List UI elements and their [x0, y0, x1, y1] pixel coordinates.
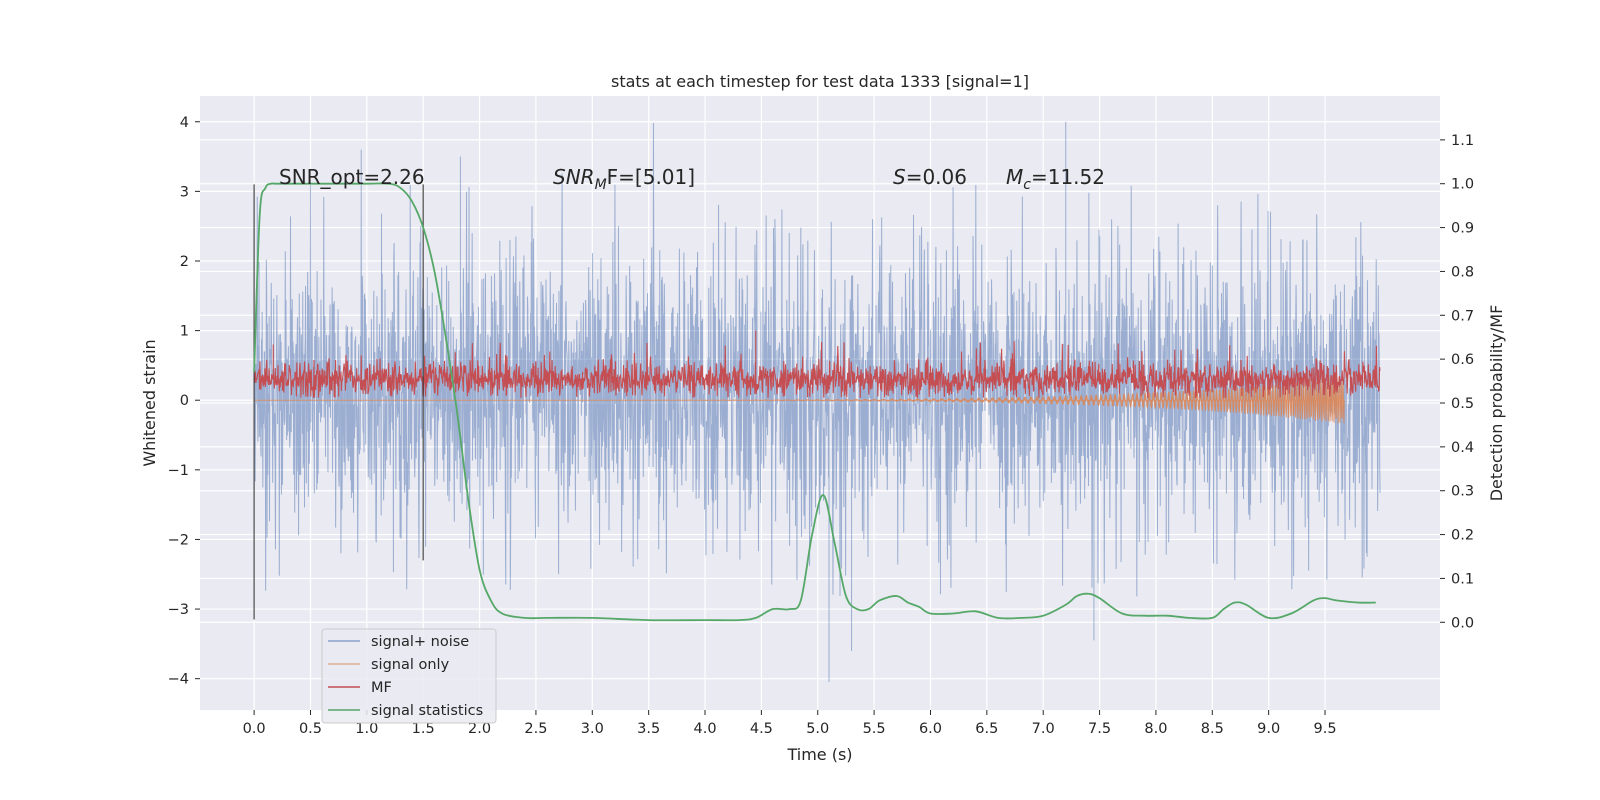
- annotation-mc-name: M: [1006, 165, 1023, 189]
- annotation-mc: Mc=11.52: [1006, 165, 1105, 193]
- y2-tick-label: 0.1: [1451, 571, 1474, 587]
- y2-tick-label: 0.4: [1451, 440, 1474, 456]
- y-tick-label: 0: [180, 393, 189, 409]
- x-tick-label: 2.0: [468, 721, 491, 737]
- annotation-snr-mf: SNRMF=[5.01]: [553, 165, 695, 193]
- x-tick-label: 5.5: [863, 721, 886, 737]
- vertical-markers: [253, 184, 424, 620]
- y2-tick-label: 1.1: [1451, 133, 1474, 149]
- y2-tick-label: 0.6: [1451, 352, 1474, 368]
- legend-label-signal-noise: signal+ noise: [371, 634, 469, 650]
- y2-tick-label: 1.0: [1451, 177, 1474, 193]
- x-tick-label: 8.0: [1144, 721, 1167, 737]
- x-tick-label: 2.5: [524, 721, 547, 737]
- y2-tick-label: 0.0: [1451, 615, 1474, 631]
- x-axis-ticks: 0.0 0.5 1.0 1.5 2.0 2.5 3.0 3.5 4.0 4.5 5.0 5.5 6.0 6…: [243, 710, 1337, 737]
- x-tick-label: 0.0: [243, 721, 266, 737]
- x-tick-label: 7.5: [1088, 721, 1111, 737]
- annotation-s-name: S: [893, 165, 906, 189]
- y2-tick-label: 0.5: [1451, 396, 1474, 412]
- annotation-mc-rest: =11.52: [1031, 165, 1105, 189]
- series-mf: [253, 330, 1381, 399]
- y2-axis-label: Detection probability/MF: [1487, 305, 1506, 502]
- legend: signal+ noise signal only MF signal stat…: [321, 628, 497, 724]
- annotation-snr-mf-rest: F=[5.01]: [607, 165, 695, 189]
- x-tick-label: 8.5: [1201, 721, 1224, 737]
- x-tick-label: 5.0: [806, 721, 829, 737]
- x-tick-label: 0.5: [299, 721, 322, 737]
- y2-tick-label: 0.8: [1451, 264, 1474, 280]
- annotation-snr-mf-name: SNR: [553, 165, 595, 189]
- y-axis-label: Whitened strain: [140, 339, 159, 466]
- series-signal-noise: [253, 121, 1381, 683]
- series-signal-only: [254, 376, 1345, 424]
- y-tick-label: −2: [168, 532, 189, 548]
- y2-tick-label: 0.7: [1451, 308, 1474, 324]
- y2-tick-label: 0.2: [1451, 528, 1474, 544]
- x-tick-label: 1.0: [355, 721, 378, 737]
- annotation-snr-mf-sub: M: [595, 177, 607, 193]
- annotation-snr-opt: SNR_opt=2.26: [279, 165, 425, 189]
- y-axis-ticks: −4 −3 −2 −1 0 1 2 3 4: [168, 115, 200, 688]
- legend-label-mf: MF: [371, 680, 392, 696]
- annotation-s-rest: =0.06: [906, 165, 967, 189]
- y-tick-label: 1: [180, 324, 189, 340]
- legend-label-signal-statistics: signal statistics: [371, 703, 483, 719]
- x-tick-label: 6.0: [919, 721, 942, 737]
- x-tick-label: 3.5: [637, 721, 660, 737]
- annotation-s: S=0.06: [893, 165, 967, 189]
- chart-title: stats at each timestep for test data 133…: [611, 72, 1029, 91]
- y2-tick-label: 0.3: [1451, 484, 1474, 500]
- x-tick-label: 3.0: [581, 721, 604, 737]
- y-tick-label: −4: [168, 672, 189, 688]
- x-tick-label: 9.5: [1313, 721, 1336, 737]
- legend-box: [321, 628, 497, 724]
- x-tick-label: 6.5: [975, 721, 998, 737]
- legend-label-signal-only: signal only: [371, 657, 450, 673]
- y2-tick-label: 0.9: [1451, 221, 1474, 237]
- x-tick-label: 4.0: [693, 721, 716, 737]
- x-tick-label: 4.5: [750, 721, 773, 737]
- series-signal-statistics: [253, 182, 1376, 622]
- y-tick-label: 4: [180, 115, 189, 131]
- y2-axis-ticks: 0.0 0.1 0.2 0.3 0.4 0.5 0.6 0.7 0.8 0.9 1.0 1.1: [1440, 133, 1474, 631]
- x-axis-label: Time (s): [786, 745, 852, 764]
- y-tick-label: −1: [168, 463, 189, 479]
- y-tick-label: 2: [180, 254, 189, 270]
- x-tick-label: 9.0: [1257, 721, 1280, 737]
- x-tick-label: 1.5: [412, 721, 435, 737]
- x-tick-label: 7.0: [1032, 721, 1055, 737]
- y-tick-label: −3: [168, 602, 189, 618]
- annotation-mc-sub: c: [1023, 177, 1031, 193]
- y-tick-label: 3: [180, 184, 189, 200]
